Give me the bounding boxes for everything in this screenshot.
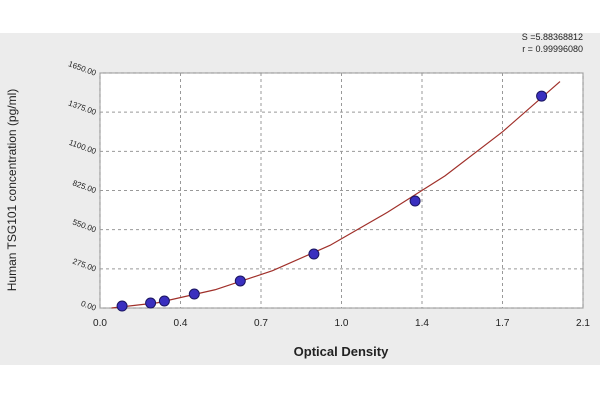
data-point (158, 295, 170, 307)
x-tick-label: 1.7 (496, 318, 510, 329)
x-tick-label: 1.4 (415, 318, 429, 329)
annotation: S =5.88368812 (522, 32, 583, 42)
data-point (308, 248, 320, 260)
data-point (188, 288, 200, 300)
x-tick-label: 1.0 (335, 318, 349, 329)
y-axis-label: Human TSG101 concentration (pg/ml) (5, 89, 19, 292)
x-axis-label: Optical Density (294, 344, 389, 359)
data-point (145, 297, 157, 309)
data-point (234, 275, 246, 287)
x-tick-label: 0.0 (93, 318, 107, 329)
data-point (536, 90, 548, 102)
data-point (116, 300, 128, 312)
annotation: r = 0.99996080 (522, 44, 583, 54)
fit-curve (111, 81, 561, 309)
x-tick-label: 2.1 (576, 318, 590, 329)
x-tick-label: 0.4 (174, 318, 188, 329)
x-tick-label: 0.7 (254, 318, 268, 329)
data-point (409, 195, 421, 207)
